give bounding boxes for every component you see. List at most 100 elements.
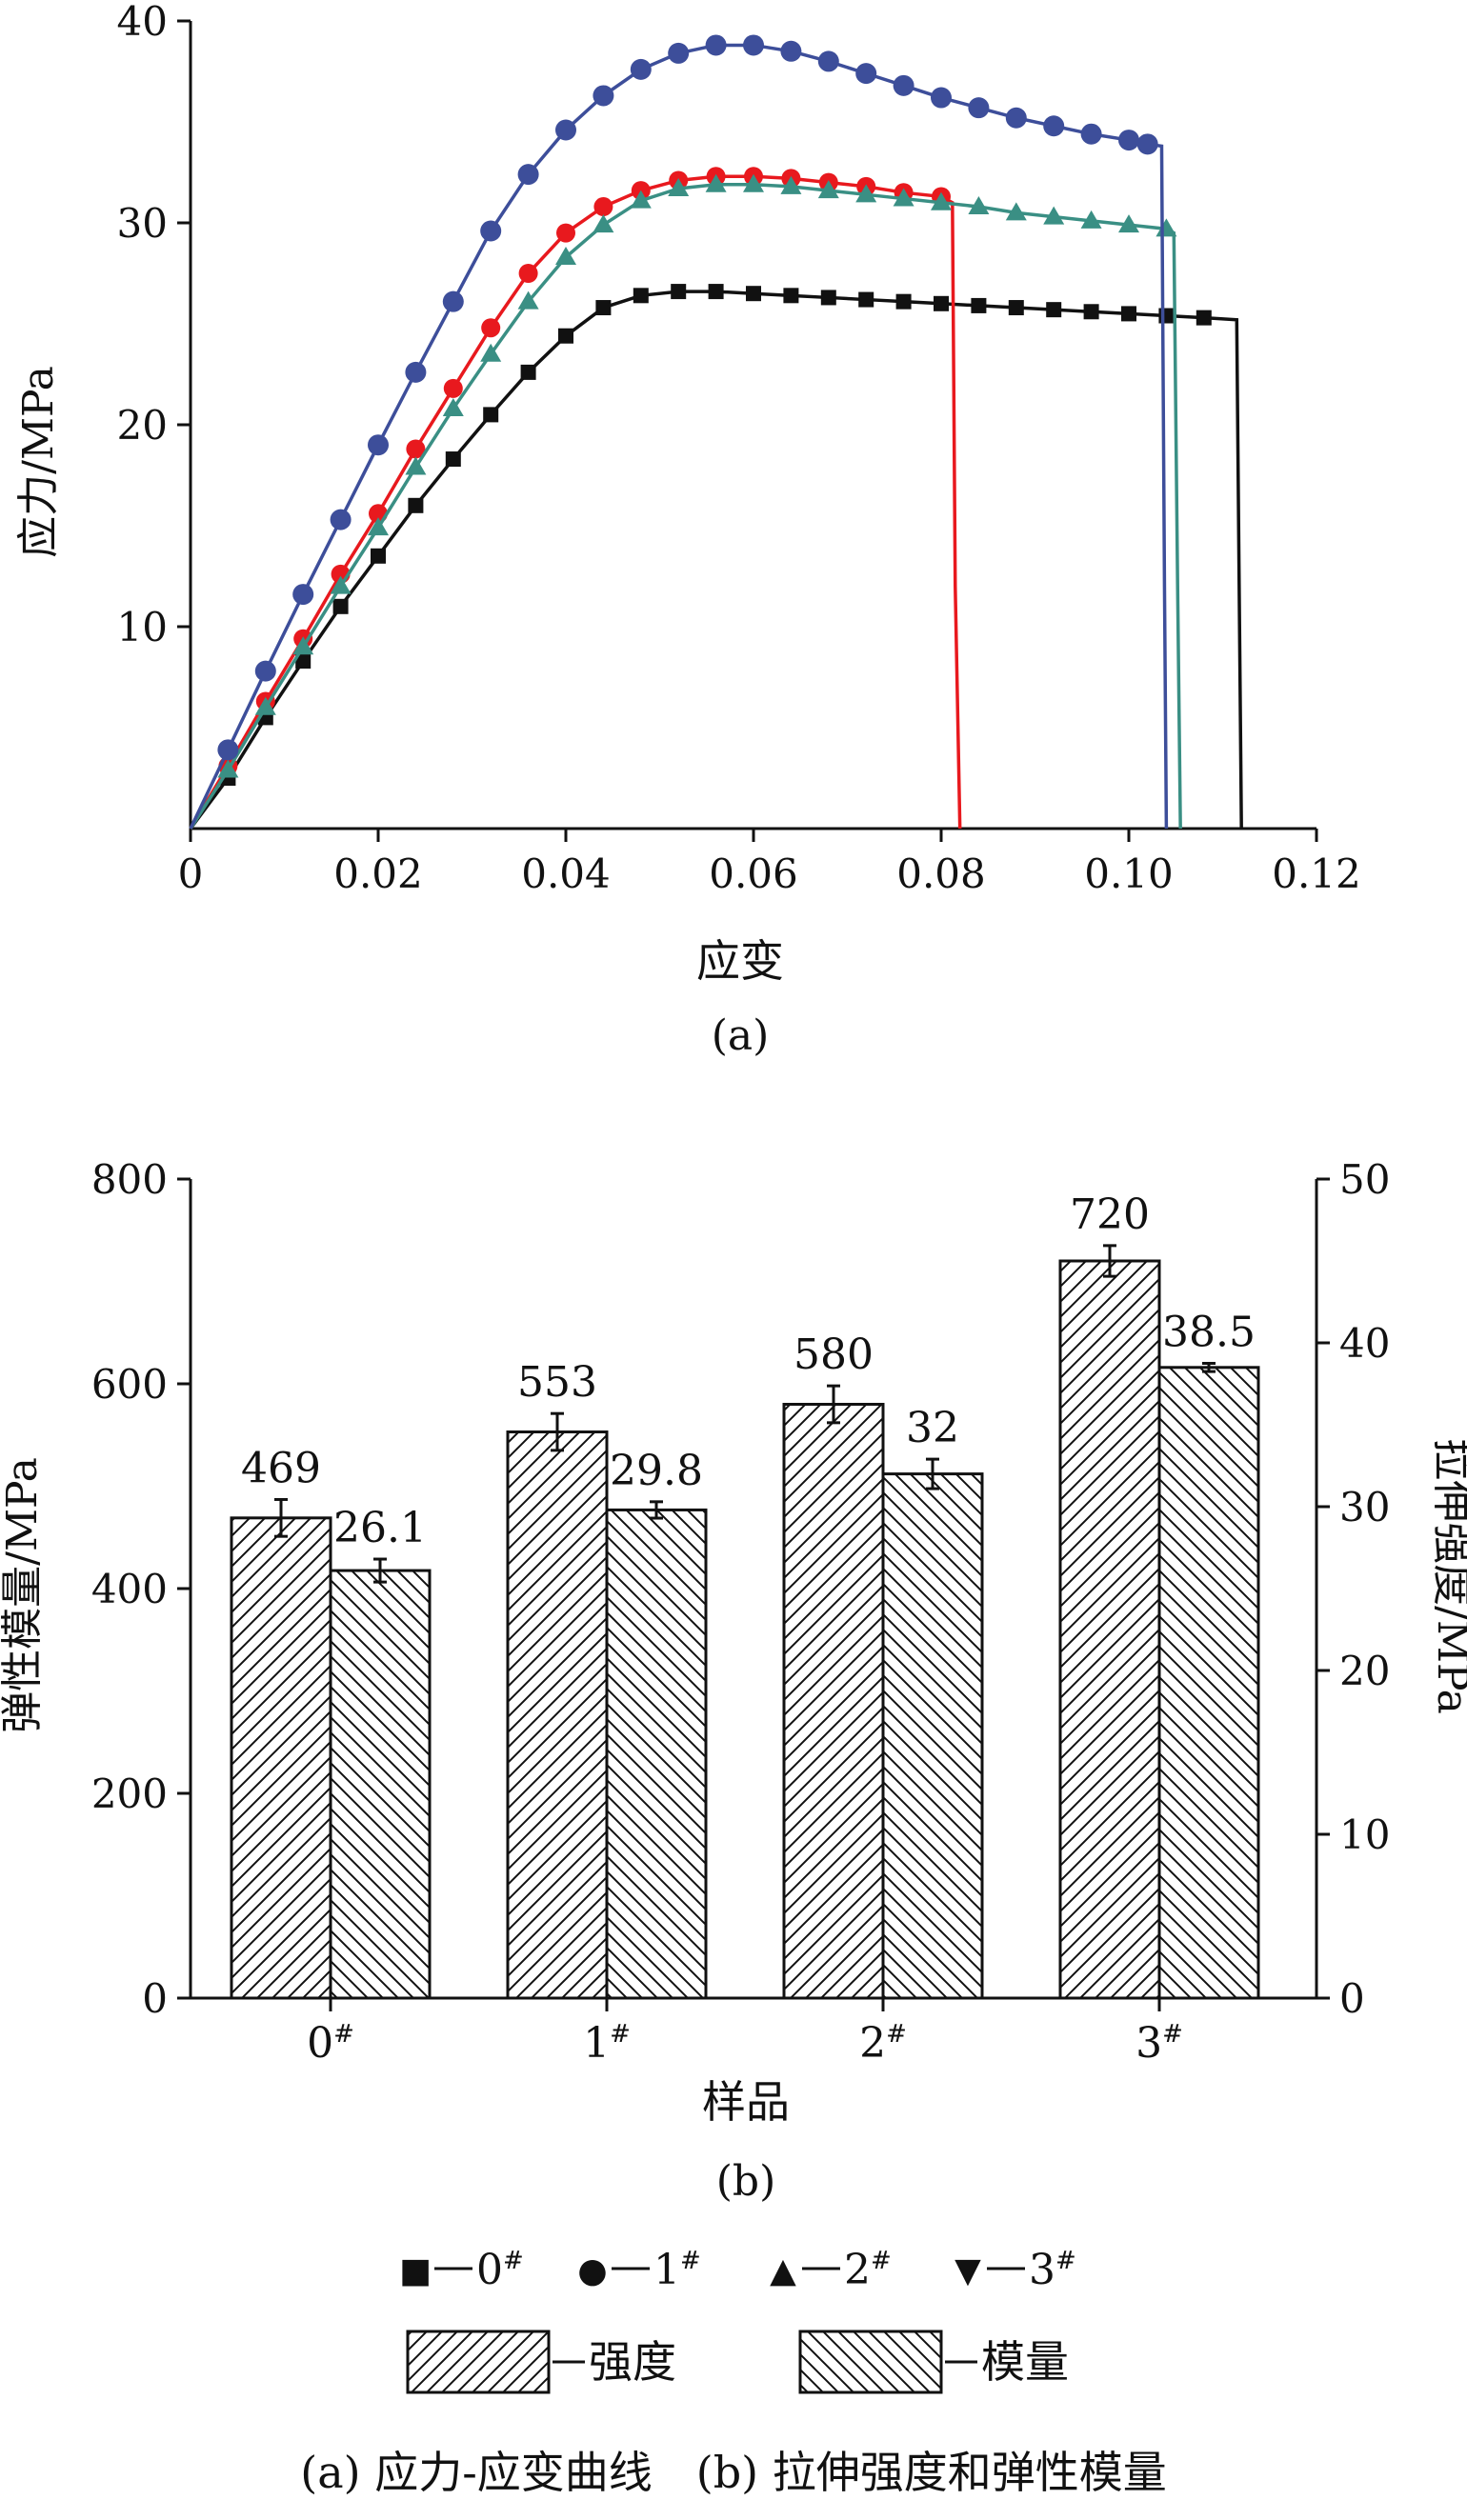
category-label: 1# — [583, 2019, 631, 2068]
strength-value-label: 469 — [241, 1444, 321, 1492]
chart-a-point — [705, 173, 727, 192]
chart-a-point — [254, 660, 276, 682]
chart-b-ylabel-left: 弹性模量/MPa — [0, 1457, 47, 1733]
legend-marker-icon: ▼ — [955, 2251, 981, 2290]
chart-a-point — [671, 284, 687, 300]
chart-a-point — [405, 456, 427, 475]
chart-b-right-tick-label: 40 — [1339, 1320, 1390, 1367]
chart-a-point — [743, 173, 764, 192]
chart-a-point — [708, 284, 724, 300]
legend-label: 模量 — [981, 2336, 1069, 2388]
legend-label: 2# — [844, 2246, 892, 2294]
chart-b-ylabel-right: 拉伸强度/MPa — [1428, 1438, 1467, 1714]
chart-a-point — [1008, 300, 1024, 316]
chart-a-x-tick-label: 0.04 — [521, 850, 611, 897]
chart-a-point — [254, 696, 276, 715]
chart-a-point — [371, 548, 386, 564]
chart-a-point — [405, 361, 427, 383]
chart-a-point — [480, 343, 502, 362]
legend-marker-icon: ■ — [399, 2251, 432, 2290]
chart-a-y-tick-label: 40 — [117, 0, 168, 45]
modulus-value-label: 26.1 — [333, 1504, 427, 1552]
strength-bar — [1058, 1259, 1161, 2000]
chart-a-series-line — [189, 43, 1169, 830]
chart-b-y-tick-label: 800 — [91, 1156, 168, 1203]
chart-a-series-line — [189, 174, 962, 830]
chart-a-x-tick-label: 0 — [178, 850, 204, 897]
chart-a-point — [558, 328, 573, 344]
chart-a-point — [783, 288, 799, 304]
chart-b-y-tick-label: 600 — [91, 1361, 168, 1408]
chart-a-point — [630, 190, 652, 209]
chart-b-xlabel: 样品 — [702, 2076, 790, 2128]
legend-pattern-swatch — [406, 2330, 551, 2394]
chart-a-point — [443, 378, 463, 398]
chart-a-point — [968, 196, 990, 215]
chart-a-point — [593, 197, 613, 217]
legend-label: 1# — [653, 2246, 701, 2294]
chart-a-point — [668, 177, 690, 196]
chart-a-point — [292, 636, 314, 655]
chart-a-point — [442, 398, 464, 417]
strength-bar — [782, 1403, 885, 2000]
chart-a-series-2# — [189, 173, 1182, 830]
modulus-value-label: 32 — [906, 1404, 959, 1452]
chart-a-point — [1005, 107, 1027, 129]
chart-a-point — [217, 739, 239, 761]
chart-a-ylabel: 应力/MPa — [14, 366, 63, 558]
chart-a-series-1# — [189, 167, 962, 830]
chart-a-series-0# — [189, 284, 1243, 830]
chart-b-right-tick-label: 10 — [1339, 1811, 1390, 1858]
modulus-bar — [1157, 1366, 1260, 2000]
modulus-bar — [881, 1472, 984, 2000]
modulus-value-label: 38.5 — [1162, 1309, 1256, 1357]
chart-a-point — [483, 407, 499, 423]
chart-a-point — [893, 74, 914, 96]
chart-a-point — [1043, 206, 1065, 225]
chart-b-right-tick-label: 30 — [1339, 1484, 1390, 1530]
chart-a-point — [330, 509, 352, 530]
chart-a-point — [1158, 308, 1175, 324]
chart-a-point — [820, 290, 836, 306]
strength-value-label: 553 — [517, 1358, 597, 1407]
chart-a-point — [480, 220, 502, 242]
chart-a-point — [442, 290, 464, 312]
chart-a-point — [780, 175, 802, 194]
category-label: 2# — [859, 2019, 907, 2068]
legend-marker-icon: ● — [577, 2251, 607, 2290]
chart-a-point — [968, 97, 990, 119]
chart-a-point — [817, 50, 839, 72]
chart-a-point — [633, 288, 649, 304]
chart-a-point — [895, 293, 912, 310]
chart-a-point — [556, 223, 575, 243]
chart-a-point — [1121, 306, 1136, 322]
chart-a-y-tick-label: 30 — [117, 200, 168, 247]
chart-a-point — [1080, 210, 1102, 229]
chart-a-point — [1043, 115, 1065, 137]
chart-a-point — [1083, 304, 1099, 320]
chart-a-point — [780, 40, 802, 62]
chart-a-point — [330, 575, 352, 594]
chart-a-point — [292, 584, 314, 606]
chart-a-point — [368, 434, 389, 456]
chart-a-point — [1080, 123, 1102, 145]
chart-a-point — [408, 497, 424, 513]
chart-a-point — [855, 184, 877, 203]
legend-marker-icon: ▲ — [770, 2251, 796, 2290]
chart-a-point — [518, 264, 538, 283]
chart-a-point — [630, 58, 652, 80]
strength-bar — [506, 1430, 609, 2000]
strength-value-label: 580 — [794, 1330, 874, 1379]
chart-a-point — [893, 188, 914, 207]
strength-value-label: 720 — [1070, 1190, 1150, 1239]
chart-b-right-tick-label: 20 — [1339, 1648, 1390, 1694]
chart-a-point — [746, 286, 761, 302]
chart-a-point — [295, 653, 311, 670]
chart-a-panel-label: (a) — [712, 1011, 770, 1060]
chart-a-point — [593, 85, 614, 107]
chart-a-point — [705, 34, 727, 56]
chart-a-point — [593, 214, 614, 233]
